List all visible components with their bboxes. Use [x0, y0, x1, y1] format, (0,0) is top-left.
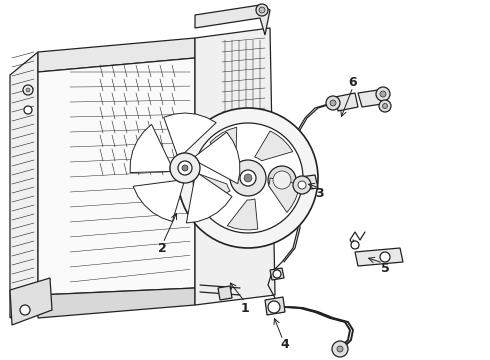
Polygon shape	[335, 93, 358, 111]
Text: 6: 6	[349, 76, 357, 89]
Polygon shape	[133, 180, 184, 221]
Text: 1: 1	[241, 302, 249, 315]
Circle shape	[273, 270, 281, 278]
Circle shape	[273, 171, 291, 189]
Circle shape	[337, 346, 343, 352]
Circle shape	[182, 165, 188, 171]
Circle shape	[383, 104, 388, 108]
Polygon shape	[272, 165, 290, 203]
Circle shape	[380, 252, 390, 262]
Polygon shape	[218, 286, 232, 300]
Polygon shape	[38, 288, 195, 318]
Polygon shape	[265, 297, 285, 315]
Circle shape	[256, 4, 268, 16]
Circle shape	[24, 106, 32, 114]
Polygon shape	[255, 131, 293, 161]
Circle shape	[268, 301, 280, 313]
Circle shape	[259, 7, 265, 13]
Text: 3: 3	[316, 186, 324, 199]
Polygon shape	[10, 278, 52, 325]
Polygon shape	[270, 268, 284, 280]
Circle shape	[379, 100, 391, 112]
Polygon shape	[164, 113, 216, 155]
Circle shape	[178, 108, 318, 248]
Polygon shape	[227, 199, 258, 230]
Polygon shape	[355, 248, 403, 266]
Circle shape	[330, 100, 336, 106]
Polygon shape	[38, 38, 195, 72]
Polygon shape	[130, 124, 171, 172]
Circle shape	[268, 166, 296, 194]
Circle shape	[332, 341, 348, 357]
Circle shape	[351, 241, 359, 249]
Polygon shape	[196, 173, 230, 203]
Circle shape	[23, 85, 33, 95]
Polygon shape	[300, 175, 318, 190]
Circle shape	[240, 170, 256, 186]
Polygon shape	[195, 28, 275, 305]
Polygon shape	[358, 90, 382, 107]
Circle shape	[230, 160, 266, 196]
Circle shape	[178, 161, 192, 175]
Circle shape	[326, 96, 340, 110]
Circle shape	[298, 181, 306, 189]
Circle shape	[380, 91, 386, 97]
Polygon shape	[195, 5, 270, 35]
Polygon shape	[38, 58, 195, 295]
Circle shape	[244, 174, 252, 182]
Circle shape	[26, 88, 30, 92]
Circle shape	[20, 305, 30, 315]
Polygon shape	[210, 127, 237, 165]
Polygon shape	[10, 52, 38, 318]
Circle shape	[293, 176, 311, 194]
Text: 5: 5	[381, 261, 390, 274]
Text: 4: 4	[281, 338, 290, 351]
Circle shape	[193, 123, 303, 233]
Polygon shape	[186, 174, 232, 223]
Circle shape	[170, 153, 200, 183]
Polygon shape	[195, 132, 240, 184]
Text: 2: 2	[158, 242, 167, 255]
Circle shape	[376, 87, 390, 101]
Polygon shape	[269, 178, 299, 212]
